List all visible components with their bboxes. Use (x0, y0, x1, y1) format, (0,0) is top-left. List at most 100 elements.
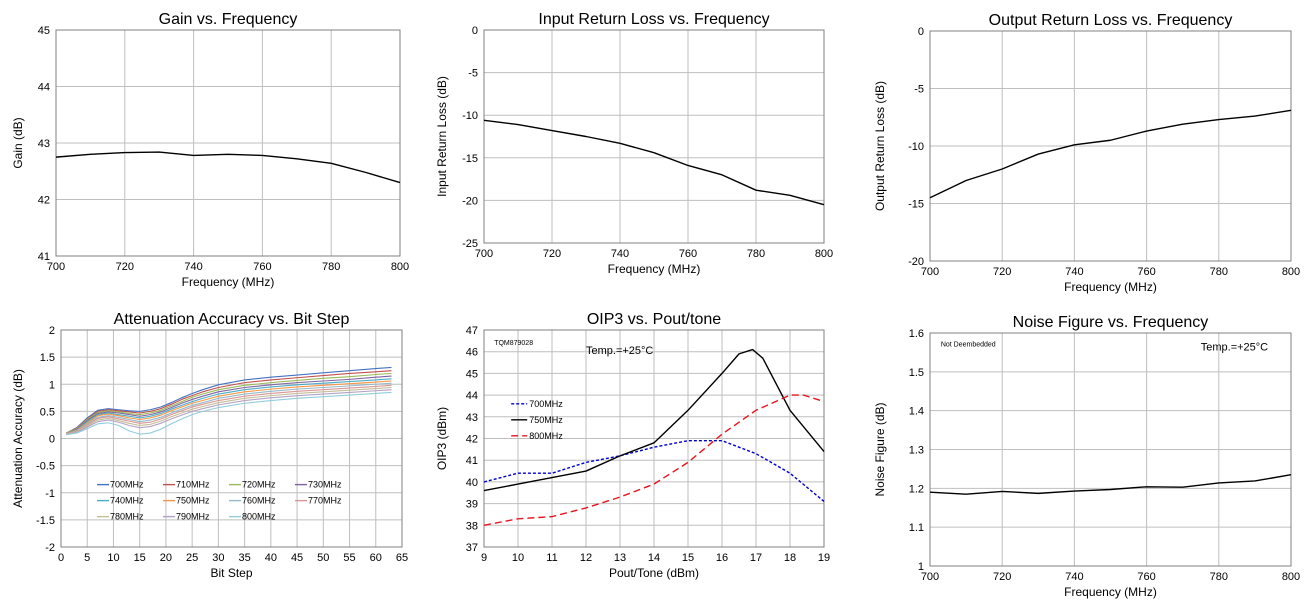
atten-ytick-label: 2 (49, 325, 55, 337)
orl-xtick-label: 700 (921, 266, 939, 278)
nf-xtick-label: 700 (921, 571, 939, 583)
atten-xtick-label: 30 (212, 552, 224, 564)
nf-xtick-label: 780 (1210, 571, 1228, 583)
atten-xtick-label: 60 (370, 552, 382, 564)
oip3-ytick-label: 42 (466, 434, 478, 446)
atten-legend-label: 790MHz (176, 512, 210, 522)
oip3-series-line-750mhz (483, 348, 825, 492)
oip3-ylabel: OIP3 (dBm) (435, 407, 449, 470)
gain-xtick-label: 700 (47, 261, 65, 273)
atten-legend-label: 780MHz (110, 512, 144, 522)
oip3-legend-label: 700MHz (529, 399, 563, 409)
irl-xtick-label: 700 (475, 248, 493, 260)
atten-xtick-label: 35 (238, 552, 250, 564)
atten-ytick-label: 1 (49, 379, 55, 391)
oip3-ytick-label: 39 (466, 499, 478, 511)
nf-ytick-label: 1 (918, 561, 924, 573)
gain-xtick-label: 800 (391, 261, 409, 273)
gain-xlabel: Frequency (MHz) (182, 275, 275, 289)
irl-ytick-label: -5 (468, 68, 478, 80)
nf-ytick-label: 1.2 (909, 483, 924, 495)
oip3-chart: 9 10 11 12 13 14 15 16 17 18 19 37 38 39 40 41 42 43 44 45 4… (435, 311, 830, 580)
atten-ytick-label: -1 (45, 488, 55, 500)
orl-xtick-label: 740 (1065, 266, 1083, 278)
orl-ytick-label: 0 (918, 26, 924, 38)
nf-ytick-label: 1.6 (909, 328, 924, 340)
irl-xtick-label: 780 (747, 248, 765, 260)
gain-title: Gain vs. Frequency (159, 11, 298, 28)
atten-series-line-720mhz (66, 372, 392, 434)
atten-ytick-label: 0.5 (40, 406, 55, 418)
irl-ylabel: Input Return Loss (dB) (435, 76, 449, 197)
oip3-xtick-label: 19 (818, 552, 830, 564)
oip3-xtick-label: 14 (648, 552, 660, 564)
atten-legend-label: 800MHz (242, 512, 276, 522)
oip3-ytick-label: 46 (466, 347, 478, 359)
gain-chart: 700 720 740 760 780 800 41 42 43 44 45 Gain vs. Fre… (11, 11, 409, 289)
atten-series-line-730mhz (66, 375, 392, 435)
atten-series-line-710mhz (66, 370, 392, 434)
nf-ytick-label: 1.4 (909, 406, 924, 418)
orl-plot-frame (929, 30, 1292, 262)
gain-ylabel: Gain (dB) (11, 117, 25, 168)
oip3-ytick-label: 38 (466, 520, 478, 532)
irl-ytick-label: 0 (472, 25, 478, 37)
irl-series-line (483, 119, 825, 206)
nf-ytick-label: 1.3 (909, 445, 924, 457)
irl-xtick-label: 720 (543, 248, 561, 260)
gain-ytick-label: 45 (38, 25, 50, 37)
oip3-legend-label: 800MHz (529, 431, 563, 441)
atten-xtick-label: 40 (265, 552, 277, 564)
gain-xtick-label: 740 (184, 261, 202, 273)
atten-series-line-800mhz (66, 391, 392, 436)
atten-xtick-label: 20 (160, 552, 172, 564)
gain-ytick-label: 44 (38, 82, 50, 94)
atten-title: Attenuation Accuracy vs. Bit Step (114, 311, 350, 328)
atten-series-line-700mhz (65, 366, 392, 434)
oip3-series-line-700mhz (483, 439, 825, 502)
oip3-xtick-label: 18 (784, 552, 796, 564)
atten-ytick-label: -2 (45, 542, 55, 554)
oip3-annotation: Temp.=+25°C (586, 345, 653, 357)
atten-series-line-760mhz (66, 382, 392, 435)
atten-legend-label: 770MHz (308, 496, 342, 506)
gain-ytick-label: 41 (38, 251, 50, 263)
nf-xtick-label: 720 (993, 571, 1011, 583)
atten-xlabel: Bit Step (210, 566, 252, 580)
oip3-plot-frame (483, 329, 825, 548)
atten-ytick-label: -1.5 (36, 515, 55, 527)
atten-xtick-label: 55 (343, 552, 355, 564)
orl-title: Output Return Loss vs. Frequency (989, 12, 1233, 29)
atten-series-line-780mhz (66, 386, 392, 435)
oip3-xtick-label: 10 (512, 552, 524, 564)
atten-legend-label: 760MHz (242, 496, 276, 506)
atten-xtick-label: 10 (107, 552, 119, 564)
oip3-legend-label: 750MHz (529, 415, 563, 425)
atten-series-line-790mhz (66, 389, 392, 435)
oip3-xtick-label: 9 (481, 552, 487, 564)
irl-chart: 700 720 740 760 780 800 -25 -20 -15 -10 -5 0 Input R… (435, 11, 833, 276)
gain-grid (55, 29, 401, 257)
irl-ytick-label: -20 (462, 195, 478, 207)
orl-ytick-label: -20 (908, 256, 924, 268)
irl-xtick-label: 740 (611, 248, 629, 260)
gain-xtick-label: 720 (116, 261, 134, 273)
orl-ytick-label: -5 (914, 84, 924, 96)
oip3-ytick-label: 41 (466, 455, 478, 467)
nf-annotation: Temp.=+25°C (1201, 341, 1268, 353)
irl-ytick-label: -25 (462, 238, 478, 250)
nf-annotation: Not Deembedded (941, 342, 996, 349)
orl-xlabel: Frequency (MHz) (1064, 280, 1157, 294)
oip3-ytick-label: 37 (466, 542, 478, 554)
oip3-title: OIP3 vs. Pout/tone (587, 311, 721, 328)
gain-ytick-label: 42 (38, 195, 50, 207)
atten-legend-label: 750MHz (176, 496, 210, 506)
oip3-xtick-label: 11 (546, 552, 557, 564)
nf-ytick-label: 1.5 (909, 367, 924, 379)
oip3-xlabel: Pout/Tone (dBm) (609, 566, 699, 580)
nf-ytick-label: 1.1 (909, 522, 924, 534)
irl-ytick-label: -10 (462, 110, 478, 122)
atten-xtick-label: 0 (58, 552, 64, 564)
atten-legend-label: 720MHz (242, 480, 276, 490)
